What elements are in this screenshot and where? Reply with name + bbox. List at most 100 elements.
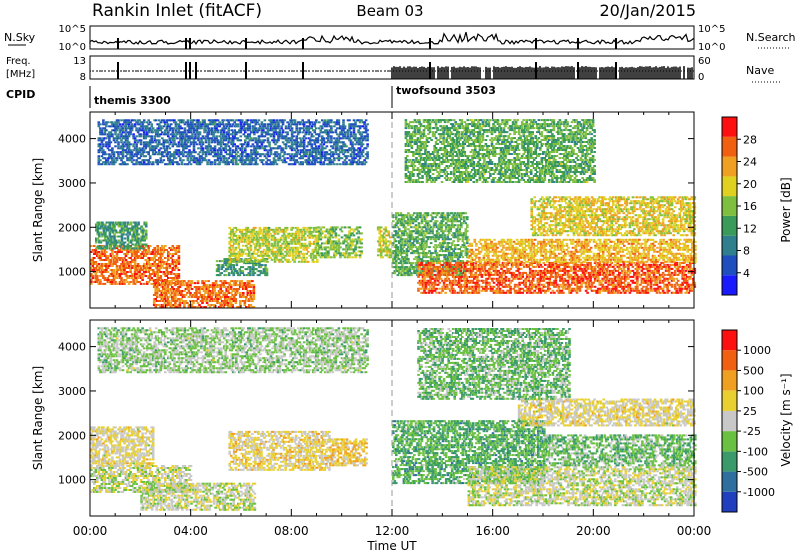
heatmap-cell <box>615 287 618 290</box>
heatmap-cell <box>213 300 216 302</box>
heatmap-cell <box>223 270 226 273</box>
nsky-trace <box>89 31 695 46</box>
heatmap-cell <box>557 269 561 272</box>
heatmap-cell <box>548 263 552 266</box>
heatmap-cell <box>100 255 104 257</box>
heatmap-cell <box>226 262 229 265</box>
heatmap-cell <box>267 250 271 253</box>
heatmap-cell <box>239 258 242 261</box>
heatmap-cell <box>518 287 521 290</box>
heatmap-cell <box>557 273 561 276</box>
heatmap-cell <box>539 287 543 290</box>
heatmap-cell <box>531 279 535 282</box>
heatmap-cell <box>392 258 395 261</box>
heatmap-cell <box>474 283 478 286</box>
heatmap-cell <box>445 269 449 272</box>
heatmap-cell <box>489 265 493 268</box>
heatmap-cell <box>255 238 259 241</box>
heatmap-cell <box>516 291 520 294</box>
heatmap-cell <box>318 236 321 239</box>
heatmap-cell <box>156 251 159 253</box>
heatmap-cell <box>488 273 491 276</box>
heatmap-cell <box>296 246 299 249</box>
heatmap-cell <box>272 244 275 247</box>
heatmap-cell <box>421 271 425 274</box>
heatmap-cell <box>100 269 104 271</box>
heatmap-cell <box>464 238 468 241</box>
heatmap-cell <box>127 267 131 269</box>
heatmap-cell <box>114 229 118 232</box>
heatmap-cell <box>248 306 251 308</box>
heatmap-cell <box>150 251 153 253</box>
heatmap-cell <box>226 282 230 285</box>
heatmap-cell <box>231 252 234 255</box>
heatmap-cell <box>405 270 409 273</box>
heatmap-cell <box>90 269 93 271</box>
heatmap-cell <box>133 263 137 265</box>
heatmap-cell <box>480 265 484 268</box>
heatmap-cell <box>408 246 412 249</box>
heatmap-cell <box>228 226 231 229</box>
heatmap-cell <box>541 283 544 286</box>
heatmap-cell <box>639 261 642 264</box>
heatmap-cell <box>157 290 160 292</box>
heatmap-cell <box>183 294 186 296</box>
heatmap-cell <box>436 275 440 278</box>
heatmap-cell <box>448 281 452 284</box>
heatmap-cell <box>392 242 395 245</box>
heatmap-cell <box>177 280 180 283</box>
heatmap-cell <box>147 271 150 273</box>
heatmap-cell <box>423 275 426 278</box>
heatmap-cell <box>111 279 114 281</box>
heatmap-cell <box>267 256 271 259</box>
heatmap-cell <box>273 254 277 257</box>
heatmap-cell <box>466 226 469 229</box>
freq-unit: [MHz] <box>6 69 35 80</box>
heatmap-cell <box>223 300 227 302</box>
heatmap-cell <box>246 246 250 249</box>
heatmap-cell <box>183 296 186 298</box>
heatmap-cell <box>568 291 571 294</box>
heatmap-cell <box>530 281 533 284</box>
heatmap-cell <box>272 252 275 255</box>
heatmap-cell <box>494 265 497 268</box>
heatmap-cell <box>396 274 400 277</box>
heatmap-cell <box>100 265 104 267</box>
heatmap-cell <box>249 256 253 259</box>
heatmap-cell <box>613 287 617 290</box>
heatmap-cell <box>488 269 491 272</box>
heatmap-cell <box>121 281 125 283</box>
heatmap-cell <box>254 258 257 261</box>
heatmap-cell <box>104 227 107 230</box>
heatmap-cell <box>444 277 447 280</box>
heatmap-cell <box>506 263 509 266</box>
heatmap-cell <box>135 249 138 251</box>
heatmap-cell <box>474 265 478 268</box>
heatmap-cell <box>252 268 255 271</box>
heatmap-cell <box>619 279 623 282</box>
heatmap-cell <box>163 298 167 300</box>
heatmap-cell <box>577 285 580 288</box>
heatmap-cell <box>213 288 216 290</box>
heatmap-cell <box>249 266 252 269</box>
heatmap-cell <box>176 267 179 269</box>
heatmap-cell <box>334 226 338 229</box>
heatmap-cell <box>165 271 169 273</box>
heatmap-cell <box>153 257 156 259</box>
heatmap-cell <box>269 256 272 259</box>
heatmap-cell <box>438 291 441 294</box>
heatmap-cell <box>634 263 638 266</box>
heatmap-cell <box>130 253 134 255</box>
heatmap-cell <box>642 261 645 264</box>
heatmap-cell <box>464 273 467 276</box>
heatmap-cell <box>491 279 494 282</box>
heatmap-cell <box>116 223 119 226</box>
heatmap-cell <box>346 248 350 251</box>
heatmap-cell <box>334 254 338 257</box>
heatmap-cell <box>225 304 228 306</box>
heatmap-cell <box>296 226 299 229</box>
heatmap-cell <box>428 256 431 259</box>
heatmap-cell <box>311 252 315 255</box>
heatmap-cell <box>519 281 523 284</box>
heatmap-cell <box>568 283 571 286</box>
